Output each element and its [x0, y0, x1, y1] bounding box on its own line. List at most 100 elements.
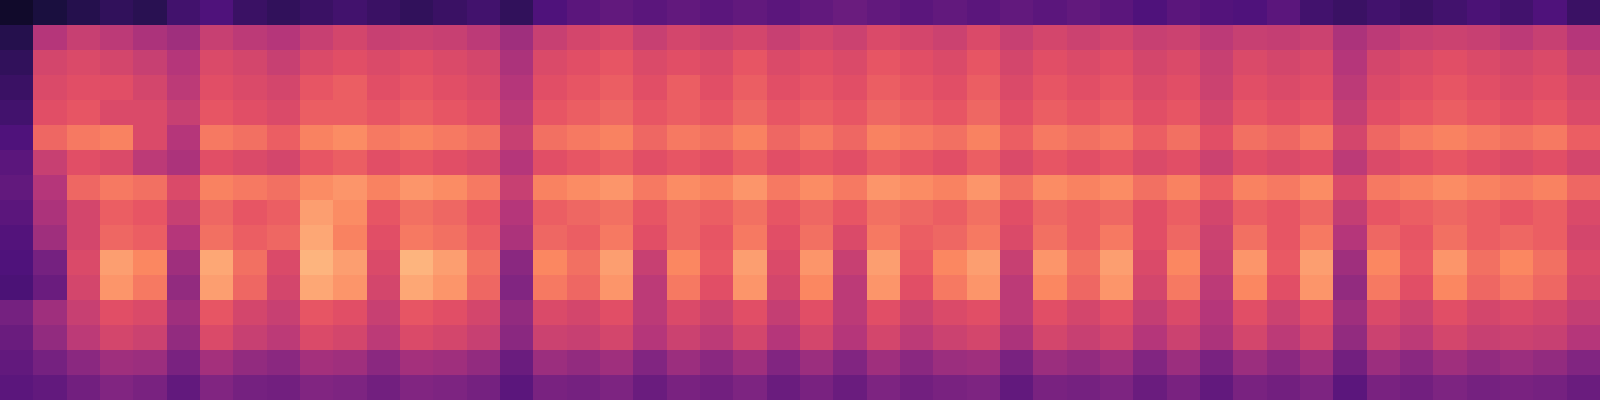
- cell: [1033, 75, 1067, 101]
- cell: [1133, 0, 1167, 26]
- cell: [167, 150, 201, 176]
- cell: [900, 325, 934, 351]
- cell: [200, 75, 234, 101]
- cell: [67, 200, 101, 226]
- cell: [1567, 100, 1600, 126]
- cell: [867, 275, 901, 301]
- cell: [500, 250, 534, 276]
- cell: [1367, 375, 1401, 400]
- cell: [900, 175, 934, 201]
- cell: [33, 375, 67, 400]
- cell: [1467, 175, 1501, 201]
- cell: [1533, 300, 1567, 326]
- cell: [733, 375, 767, 400]
- cell: [1067, 100, 1101, 126]
- cell: [500, 100, 534, 126]
- cell: [467, 325, 501, 351]
- cell: [233, 300, 267, 326]
- cell: [267, 150, 301, 176]
- cell: [1567, 375, 1600, 400]
- cell: [1033, 25, 1067, 51]
- cell: [233, 325, 267, 351]
- cell: [1000, 175, 1034, 201]
- cell: [1400, 375, 1434, 400]
- cell: [1100, 300, 1134, 326]
- cell: [400, 300, 434, 326]
- cell: [800, 175, 834, 201]
- cell: [600, 300, 634, 326]
- cell: [700, 150, 734, 176]
- cell: [0, 350, 34, 376]
- cell: [1167, 300, 1201, 326]
- cell: [400, 350, 434, 376]
- cell: [167, 100, 201, 126]
- cell: [1067, 25, 1101, 51]
- cell: [733, 300, 767, 326]
- cell: [333, 175, 367, 201]
- cell: [167, 375, 201, 400]
- cell: [733, 225, 767, 251]
- cell: [1100, 225, 1134, 251]
- cell: [1067, 150, 1101, 176]
- cell: [1467, 325, 1501, 351]
- cell: [500, 75, 534, 101]
- cell: [533, 325, 567, 351]
- cell: [1167, 25, 1201, 51]
- cell: [1367, 0, 1401, 26]
- cell: [33, 250, 67, 276]
- cell: [1167, 50, 1201, 76]
- cell: [1367, 250, 1401, 276]
- cell: [667, 325, 701, 351]
- cell: [833, 50, 867, 76]
- cell: [900, 225, 934, 251]
- cell: [1567, 225, 1600, 251]
- cell: [0, 325, 34, 351]
- cell: [200, 250, 234, 276]
- cell: [1200, 150, 1234, 176]
- cell: [1333, 100, 1367, 126]
- cell: [1200, 200, 1234, 226]
- cell: [1000, 0, 1034, 26]
- cell: [567, 300, 601, 326]
- cell: [1433, 25, 1467, 51]
- cell: [67, 175, 101, 201]
- cell: [0, 50, 34, 76]
- cell: [100, 350, 134, 376]
- cell: [1167, 0, 1201, 26]
- cell: [433, 325, 467, 351]
- cell: [200, 350, 234, 376]
- cell: [1233, 275, 1267, 301]
- cell: [900, 300, 934, 326]
- cell: [1100, 25, 1134, 51]
- cell: [1400, 275, 1434, 301]
- cell: [1367, 200, 1401, 226]
- cell: [933, 375, 967, 400]
- cell: [1133, 25, 1167, 51]
- cell: [633, 350, 667, 376]
- cell: [267, 125, 301, 151]
- cell: [833, 150, 867, 176]
- cell: [933, 325, 967, 351]
- cell: [367, 250, 401, 276]
- cell: [1300, 300, 1334, 326]
- cell: [1367, 175, 1401, 201]
- cell: [367, 75, 401, 101]
- cell: [800, 0, 834, 26]
- cell: [1533, 100, 1567, 126]
- cell: [1267, 275, 1301, 301]
- cell: [167, 0, 201, 26]
- cell: [833, 75, 867, 101]
- cell: [333, 300, 367, 326]
- cell: [133, 175, 167, 201]
- cell: [967, 175, 1001, 201]
- cell: [367, 225, 401, 251]
- cell: [967, 275, 1001, 301]
- cell: [1167, 125, 1201, 151]
- cell: [700, 225, 734, 251]
- cell: [67, 375, 101, 400]
- cell: [267, 100, 301, 126]
- cell: [333, 200, 367, 226]
- cell: [1033, 325, 1067, 351]
- cell: [833, 350, 867, 376]
- cell: [1167, 150, 1201, 176]
